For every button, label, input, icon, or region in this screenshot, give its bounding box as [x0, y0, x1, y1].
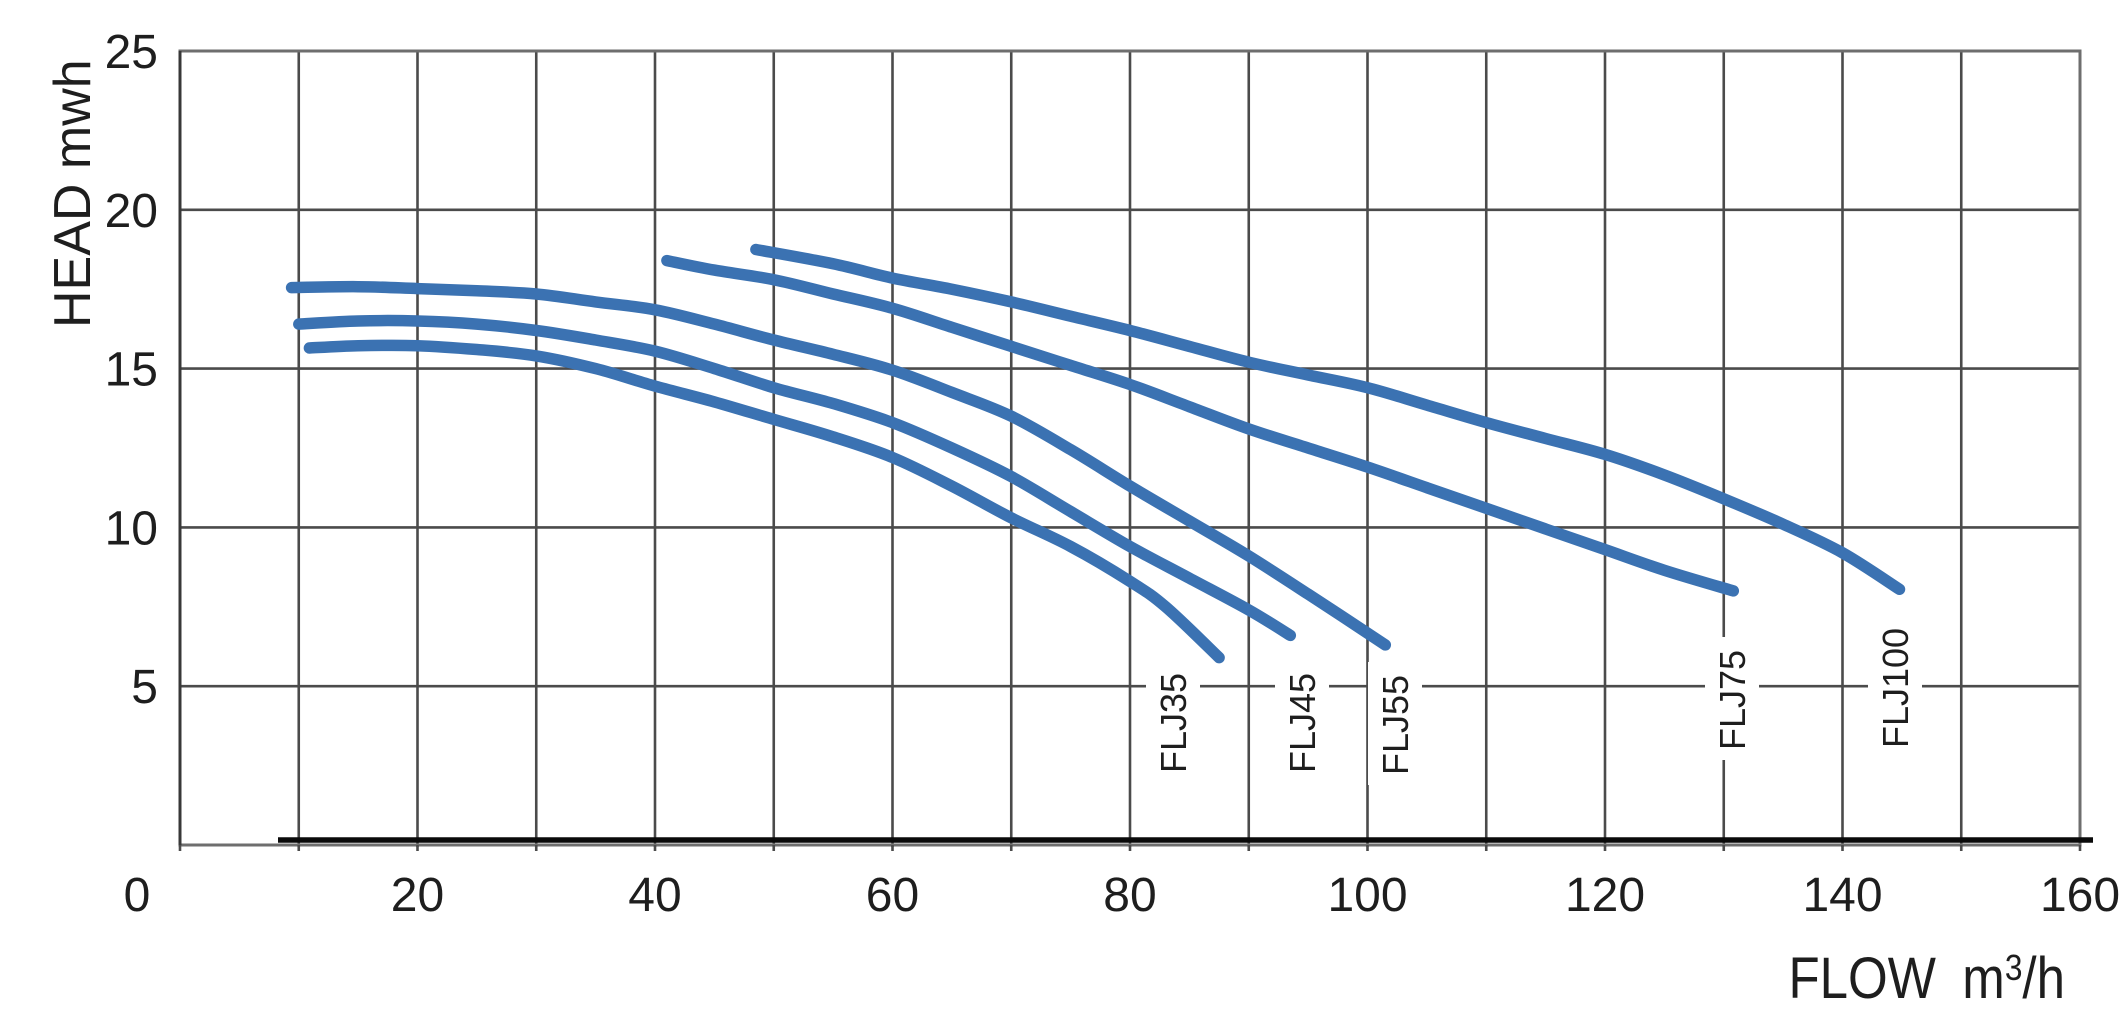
x-axis-title-unit-base: m: [1962, 946, 2005, 1011]
series-label-mask-FLJ35: [1146, 660, 1200, 783]
series-label-FLJ100: FLJ100: [1875, 628, 1916, 748]
curve-FLJ75: [661, 254, 1740, 597]
x-tick-label-120: 120: [1565, 869, 1645, 922]
grid-layer: [180, 51, 2080, 847]
x-tick-label-20: 20: [391, 869, 444, 922]
series-label-FLJ35: FLJ35: [1153, 673, 1194, 773]
y-tick-label-20: 20: [105, 185, 158, 238]
y-axis-title: HEAD mwh: [44, 59, 102, 328]
x-tick-label-160: 160: [2040, 869, 2120, 922]
series-label-mask-FLJ55: [1368, 662, 1422, 785]
series-label-layer: FLJ35 FLJ45 FLJ55 FLJ75 FLJ100: [1153, 628, 1916, 775]
x-tick-label-80: 80: [1103, 869, 1156, 922]
curve-FLJ45: [293, 314, 1297, 642]
series-label-mask-FLJ100: [1868, 615, 1922, 758]
series-label-mask-FLJ75: [1705, 637, 1759, 760]
curve-FLJ35: [303, 339, 1225, 664]
x-axis-title-word: FLOW: [1788, 946, 1936, 1011]
y-tick-label-5: 5: [131, 661, 158, 714]
series-label-mask-FLJ45: [1275, 660, 1329, 783]
series-label-FLJ55: FLJ55: [1375, 675, 1416, 775]
x-tick-label-100: 100: [1327, 869, 1407, 922]
curve-FLJ100: [750, 243, 1906, 596]
axis-frame-layer: [178, 49, 2093, 851]
x-tick-label-60: 60: [866, 869, 919, 922]
series-label-FLJ45: FLJ45: [1282, 673, 1323, 773]
x-axis-title: FLOW m3/h: [1788, 946, 2065, 1011]
y-tick-label-15: 15: [105, 344, 158, 397]
x-tick-label-0: 0: [124, 869, 151, 922]
y-tick-label-25: 25: [105, 26, 158, 79]
axis-title-layer: HEAD mwh FLOW m3/h: [44, 59, 2065, 1010]
x-tick-label-40: 40: [628, 869, 681, 922]
x-axis-title-unit-superscript: 3: [2005, 948, 2023, 988]
x-axis-title-unit-rest: /h: [2022, 946, 2065, 1011]
x-tick-label-140: 140: [1802, 869, 1882, 922]
curve-FLJ55: [285, 280, 1392, 651]
label-background-layer: [1146, 615, 1922, 785]
y-tick-label-10: 10: [105, 502, 158, 555]
tick-label-layer: 0 20 40 60 80 100 120 140 160 5 10 15 20 25: [105, 26, 2120, 922]
series-label-FLJ75: FLJ75: [1712, 650, 1753, 750]
curves-layer: [285, 243, 1906, 664]
